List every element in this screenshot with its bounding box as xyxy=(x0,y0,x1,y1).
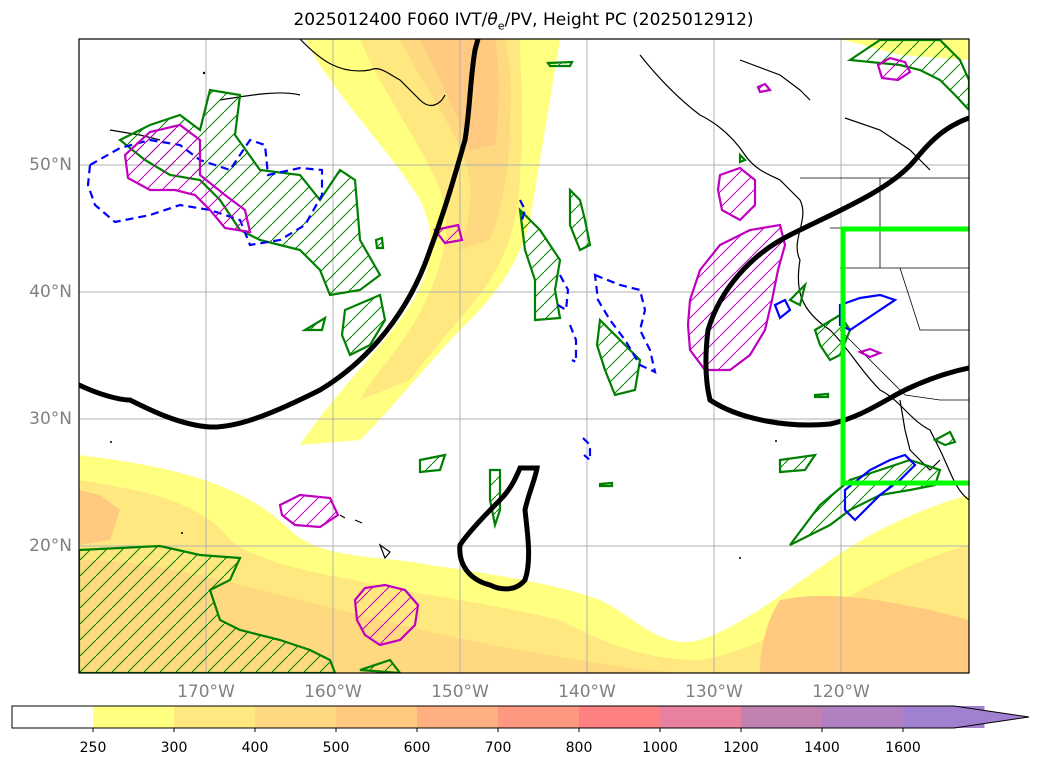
colorbar-tick-label: 250 xyxy=(79,740,107,756)
lat-label-40n: 40°N xyxy=(29,282,72,302)
map-title: 2025012400 F060 IVT/θe/PV, Height PC (20… xyxy=(293,10,754,33)
colorbar-tick-label: 300 xyxy=(160,740,188,756)
colorbar-swatch xyxy=(822,706,904,728)
colorbar-swatch xyxy=(12,706,94,728)
colorbar-swatch xyxy=(498,706,580,728)
lat-label-30n: 30°N xyxy=(29,409,72,429)
lon-label-160w: 160°W xyxy=(304,682,362,702)
colorbar-tick-label: 700 xyxy=(484,740,512,756)
colorbar-tick-label: 1600 xyxy=(885,740,921,756)
lat-label-20n: 20°N xyxy=(29,536,72,556)
lon-label-150w: 150°W xyxy=(431,682,489,702)
colorbar-swatch xyxy=(741,706,823,728)
colorbar-tick-label: 400 xyxy=(241,740,269,756)
colorbar-tick-label: 800 xyxy=(565,740,593,756)
map-frame xyxy=(78,38,970,674)
colorbar-swatch xyxy=(660,706,742,728)
theta-e-positive-contours xyxy=(123,56,912,647)
colorbar-swatch xyxy=(417,706,499,728)
lon-label-140w: 140°W xyxy=(558,682,616,702)
colorbar xyxy=(11,705,1030,732)
lon-label-130w: 130°W xyxy=(685,682,743,702)
colorbar-outline xyxy=(11,705,1030,729)
colorbar-tick-label: 1000 xyxy=(642,740,678,756)
lon-label-120w: 120°W xyxy=(812,682,870,702)
colorbar-swatch xyxy=(174,706,256,728)
colorbar-tick-label: 1200 xyxy=(723,740,759,756)
colorbar-swatch xyxy=(579,706,661,728)
colorbar-tick-label: 1400 xyxy=(804,740,840,756)
colorbar-tick-label: 500 xyxy=(322,740,350,756)
lon-label-170w: 170°W xyxy=(177,682,235,702)
height-pc-contours xyxy=(79,39,969,592)
lat-label-50n: 50°N xyxy=(29,155,72,175)
focus-box xyxy=(840,226,969,486)
colorbar-tick-label: 600 xyxy=(403,740,431,756)
colorbar-swatch xyxy=(336,706,418,728)
colorbar-swatch xyxy=(93,706,175,728)
theta-e-negative-contours xyxy=(86,138,657,463)
colorbar-extend-arrow xyxy=(903,706,1029,728)
islands xyxy=(110,71,777,559)
colorbar-swatch xyxy=(255,706,337,728)
